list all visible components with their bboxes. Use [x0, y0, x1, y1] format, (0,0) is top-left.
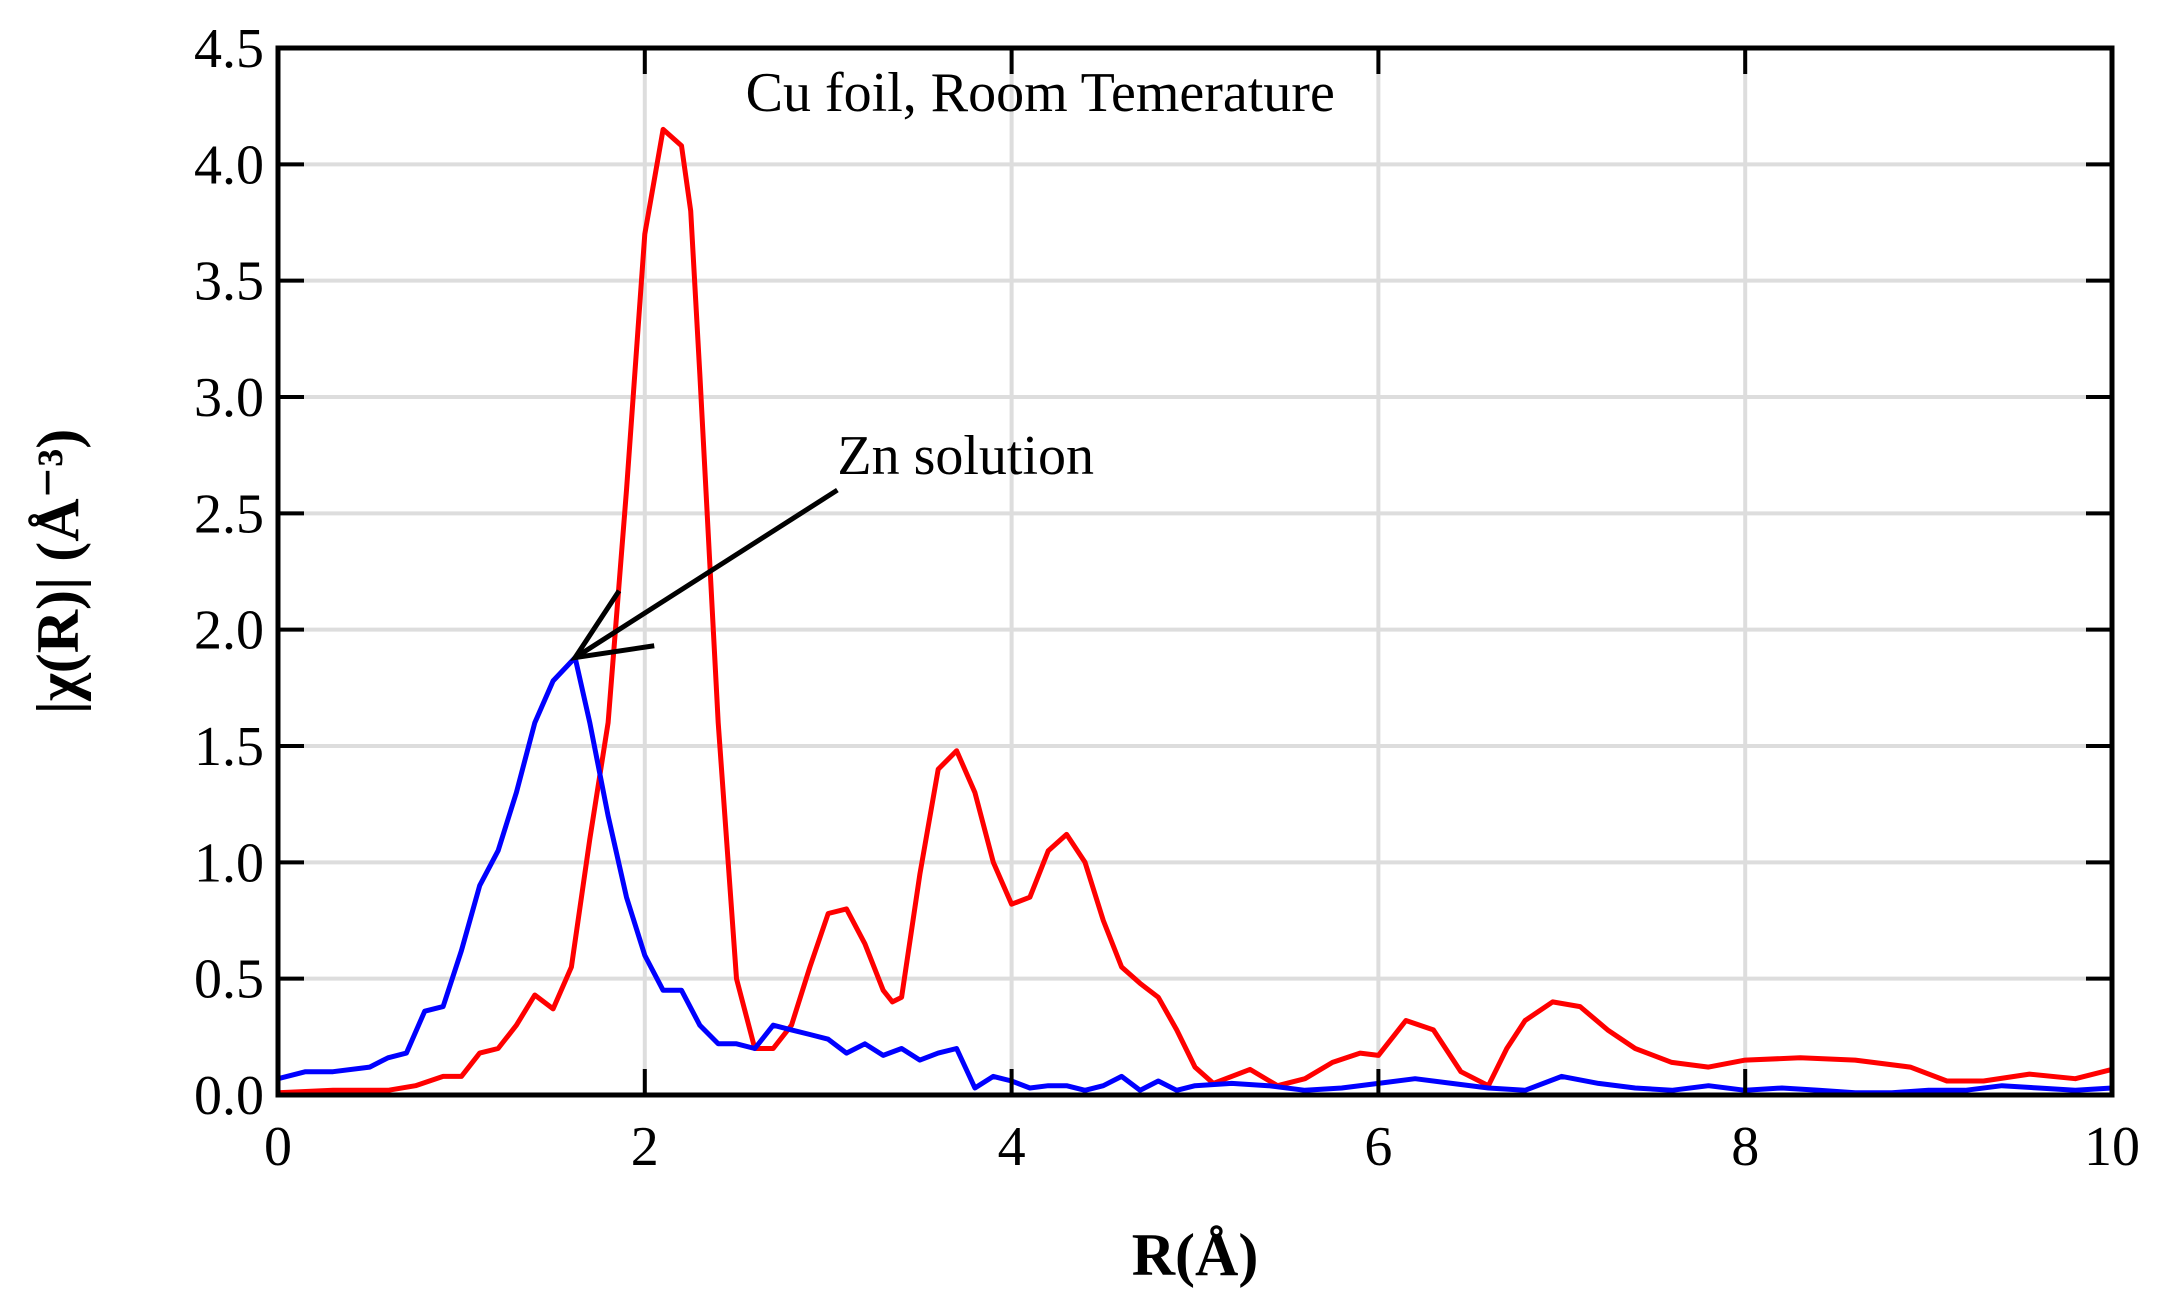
x-tick-label: 2: [631, 1116, 659, 1178]
y-tick-label: 2.5: [194, 483, 264, 545]
x-tick-label: 8: [1731, 1116, 1759, 1178]
annotation-text: Zn solution: [837, 425, 1094, 487]
x-tick-label: 10: [2084, 1116, 2140, 1178]
annotation-arrow-head: [569, 589, 655, 661]
y-tick-label: 4.0: [194, 134, 264, 196]
tick-layer: 0 2 4 6 8 10 0.0 0.5 1.0 1.5 2.0 2.5 3.0 3.5 4.0 4.5: [194, 18, 2140, 1178]
series-layer: [278, 126, 2112, 1095]
x-tick-label: 4: [998, 1116, 1026, 1178]
y-tick-label: 1.0: [194, 832, 264, 894]
grid-layer: [278, 48, 2112, 1095]
x-tick-label: 6: [1364, 1116, 1392, 1178]
series-line-0: [278, 126, 2112, 1095]
plot-frame: [275, 45, 2115, 1098]
y-axis-title: |χ(R)| (Å⁻³): [25, 429, 91, 714]
y-tick-label: 0.5: [194, 949, 264, 1011]
y-tick-label: 2.0: [194, 600, 264, 662]
y-tick-label: 3.5: [194, 251, 264, 313]
x-tick-label: 0: [264, 1116, 292, 1178]
annotation-arrow-shaft: [573, 487, 839, 660]
series-line-1: [278, 655, 2112, 1095]
annotation-text: Cu foil, Room Temerature: [746, 62, 1335, 124]
y-tick-label: 3.0: [194, 367, 264, 429]
y-tick-label: 1.5: [194, 716, 264, 778]
annotation-layer: Cu foil, Room Temerature Zn solution: [569, 62, 1335, 661]
y-tick-label: 4.5: [194, 18, 264, 80]
x-axis-title: R(Å): [1132, 1222, 1259, 1288]
y-tick-label: 0.0: [194, 1065, 264, 1127]
